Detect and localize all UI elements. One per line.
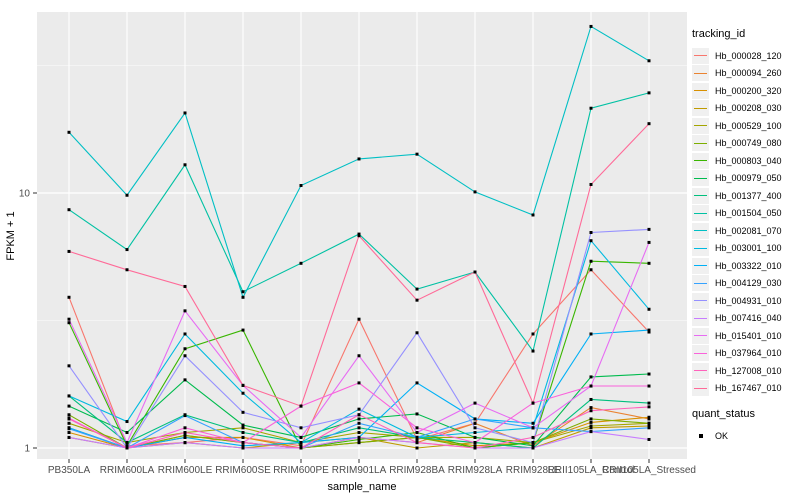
legend-item-label: Hb_000208_030	[715, 103, 782, 114]
legend-item-Hb_000529_100: Hb_000529_100	[692, 117, 798, 135]
x-tick-label-RRII105LA_Control: RRII105LA_Control	[548, 465, 635, 476]
quant-status-points	[67, 24, 651, 450]
legend-title-tracking-id: tracking_id	[692, 28, 746, 40]
x-tick-label-RRIM600PE: RRIM600PE	[273, 465, 329, 476]
x-tick-label-RRIM600LA: RRIM600LA	[100, 465, 155, 476]
legend-item-Hb_000979_050: Hb_000979_050	[692, 170, 798, 188]
legend-item-label: Hb_000749_080	[715, 138, 782, 149]
legend-item-Hb_002081_070: Hb_002081_070	[692, 222, 798, 240]
legend-item-label: Hb_000028_120	[715, 50, 782, 61]
x-tick-label-RRIM600SE: RRIM600SE	[215, 465, 271, 476]
legend-item-label: Hb_015401_010	[715, 330, 782, 341]
legend-key-line-icon	[692, 292, 709, 309]
legend-item-Hb_003001_100: Hb_003001_100	[692, 240, 798, 258]
tracking-id-legend-items: Hb_000028_120 Hb_000094_260 Hb_000200_320 H…	[692, 47, 798, 397]
y-axis-title: FPKM + 1	[5, 211, 17, 260]
legend-item-label: Hb_007416_040	[715, 313, 782, 324]
legend-item-Hb_015401_010: Hb_015401_010	[692, 327, 798, 345]
legend-key-line-icon	[692, 310, 709, 327]
legend-item-Hb_007416_040: Hb_007416_040	[692, 310, 798, 328]
legend-item-label: Hb_004129_030	[715, 278, 782, 289]
legend: tracking_id Hb_000028_120 Hb_000094_260 Hb…	[692, 28, 798, 445]
legend-key-line-icon	[692, 275, 709, 292]
legend-key-line-icon	[692, 222, 709, 239]
legend-key-line-icon	[692, 135, 709, 152]
legend-key-line-icon	[692, 362, 709, 379]
y-axis-tick-labels: 1 10	[19, 189, 31, 455]
gridlines-major	[37, 12, 687, 459]
legend-key-line-icon	[692, 100, 709, 117]
legend-item-label: Hb_000529_100	[715, 120, 782, 131]
legend-item-Hb_001504_050: Hb_001504_050	[692, 205, 798, 223]
legend-item-label: Hb_000200_320	[715, 85, 782, 96]
quant-status-legend: quant_status OK	[692, 408, 798, 445]
y-tick-label-10: 10	[19, 189, 31, 200]
x-tick-label-RRIM928LA: RRIM928LA	[448, 465, 503, 476]
legend-item-label: Hb_003322_010	[715, 260, 782, 271]
legend-key-line-icon	[692, 170, 709, 187]
legend-key-line-icon	[692, 82, 709, 99]
legend-key-line-icon	[692, 47, 709, 64]
legend-key-line-icon	[692, 345, 709, 362]
legend-item-Hb_003322_010: Hb_003322_010	[692, 257, 798, 275]
legend-key-line-icon	[692, 327, 709, 344]
x-tick-label-RRIM901LA: RRIM901LA	[332, 465, 387, 476]
legend-key-line-icon	[692, 117, 709, 134]
y-tick-label-1: 1	[24, 444, 30, 455]
x-tick-label-PB350LA: PB350LA	[48, 465, 91, 476]
quant-status-label: OK	[715, 430, 729, 441]
legend-item-Hb_004129_030: Hb_004129_030	[692, 275, 798, 293]
legend-item-Hb_000094_260: Hb_000094_260	[692, 65, 798, 83]
legend-item-label: Hb_127008_010	[715, 365, 782, 376]
legend-item-Hb_127008_010: Hb_127008_010	[692, 362, 798, 380]
legend-item-label: Hb_004931_010	[715, 295, 782, 306]
legend-item-Hb_000208_030: Hb_000208_030	[692, 100, 798, 118]
legend-key-line-icon	[692, 205, 709, 222]
legend-item-label: Hb_001504_050	[715, 208, 782, 219]
plot-panel	[37, 12, 687, 459]
legend-item-label: Hb_167467_010	[715, 383, 782, 394]
legend-title-quant-status: quant_status	[692, 408, 755, 420]
legend-item-label: Hb_000979_050	[715, 173, 782, 184]
legend-item-Hb_001377_400: Hb_001377_400	[692, 187, 798, 205]
quant-status-square-icon	[692, 428, 709, 444]
legend-key-line-icon	[692, 257, 709, 274]
legend-item-Hb_000200_320: Hb_000200_320	[692, 82, 798, 100]
legend-key-line-icon	[692, 380, 709, 397]
legend-item-label: Hb_000094_260	[715, 68, 782, 79]
x-tick-label-RRIM928LE: RRIM928LE	[506, 465, 561, 476]
legend-key-line-icon	[692, 152, 709, 169]
legend-key-line-icon	[692, 187, 709, 204]
axis-tick-marks	[33, 192, 650, 463]
legend-item-label: Hb_001377_400	[715, 190, 782, 201]
legend-key-line-icon	[692, 240, 709, 257]
legend-item-label: Hb_003001_100	[715, 243, 782, 254]
x-axis-tick-labels: PB350LA RRIM600LA RRIM600LE RRIM600SE RRIM60…	[48, 465, 696, 476]
legend-item-label: Hb_000803_040	[715, 155, 782, 166]
legend-item-Hb_167467_010: Hb_167467_010	[692, 380, 798, 398]
legend-item-label: Hb_037964_010	[715, 348, 782, 359]
x-tick-label-RRIM928BA: RRIM928BA	[389, 465, 445, 476]
x-tick-label-RRII105LA_Stressed: RRII105LA_Stressed	[602, 465, 696, 476]
legend-key-line-icon	[692, 65, 709, 82]
legend-item-Hb_000749_080: Hb_000749_080	[692, 135, 798, 153]
quant-status-legend-items: OK	[692, 427, 798, 445]
legend-item-Hb_000028_120: Hb_000028_120	[692, 47, 798, 65]
legend-item-Hb_000803_040: Hb_000803_040	[692, 152, 798, 170]
quant-status-item-OK: OK	[692, 427, 798, 445]
x-tick-label-RRIM600LE: RRIM600LE	[158, 465, 213, 476]
x-axis-title: sample_name	[327, 481, 396, 493]
legend-item-Hb_004931_010: Hb_004931_010	[692, 292, 798, 310]
legend-item-label: Hb_002081_070	[715, 225, 782, 236]
legend-item-Hb_037964_010: Hb_037964_010	[692, 345, 798, 363]
